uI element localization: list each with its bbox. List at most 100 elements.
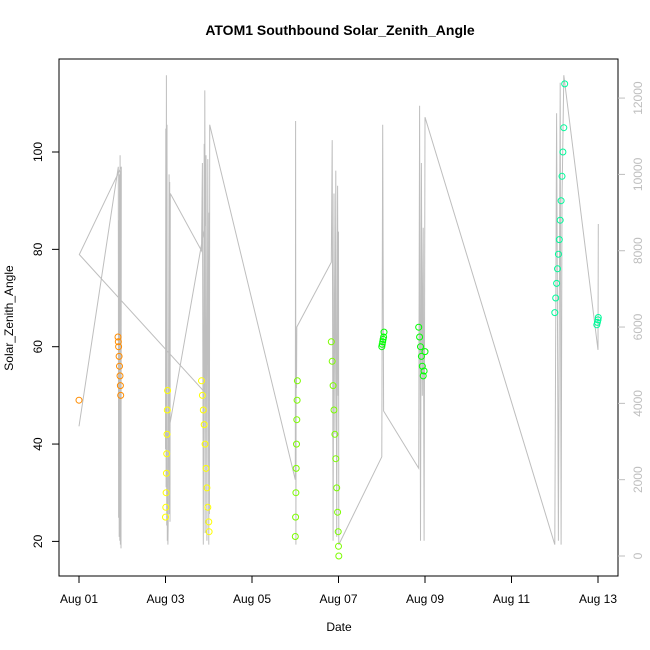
- data-point: [114, 333, 122, 341]
- x-tick-label: Aug 11: [493, 592, 530, 606]
- data-point: [378, 343, 386, 351]
- data-point: [116, 362, 123, 370]
- data-point: [162, 489, 170, 497]
- data-point: [556, 216, 564, 224]
- data-point: [163, 450, 171, 458]
- data-point: [327, 338, 335, 346]
- point-series-4: [378, 323, 429, 380]
- data-point: [291, 533, 299, 540]
- y2-tick-label: 10000: [631, 157, 645, 191]
- y-tick-label: 60: [31, 340, 45, 354]
- data-point: [198, 391, 206, 399]
- x-axis: Aug 01 Aug 03 Aug 05 Aug 07 Aug 09 Aug 11 Aug …: [60, 576, 617, 606]
- y2-tick-label: 4000: [631, 390, 645, 417]
- data-point: [554, 250, 562, 258]
- x-tick-label: Aug 13: [579, 592, 617, 606]
- y-tick-label: 20: [31, 534, 45, 548]
- data-point: [329, 382, 337, 390]
- data-point: [553, 279, 561, 287]
- data-point: [419, 372, 427, 380]
- data-point: [114, 338, 122, 346]
- point-series-1: [75, 333, 125, 404]
- data-point: [200, 421, 208, 429]
- data-point: [594, 314, 602, 321]
- data-point: [332, 455, 340, 463]
- y-tick-label: 80: [31, 242, 45, 256]
- data-point: [293, 416, 301, 424]
- data-point: [380, 333, 388, 341]
- data-point: [202, 464, 210, 472]
- data-point: [558, 172, 566, 180]
- points-layer: [75, 80, 602, 560]
- data-point: [201, 440, 209, 448]
- point-series-3: [291, 338, 343, 560]
- point-series-2: [162, 377, 213, 536]
- data-point: [116, 382, 124, 390]
- point-series-5: [551, 80, 602, 329]
- data-point: [594, 316, 602, 324]
- x-axis-title: Date: [326, 620, 352, 634]
- data-point: [418, 362, 426, 370]
- data-point: [203, 484, 211, 492]
- data-point: [335, 552, 343, 560]
- data-point: [331, 430, 339, 438]
- data-point: [420, 367, 428, 375]
- data-point: [328, 357, 336, 365]
- x-tick-label: Aug 01: [60, 592, 98, 606]
- data-point: [162, 513, 169, 521]
- data-point: [379, 338, 387, 346]
- data-point: [378, 340, 386, 348]
- x-tick-label: Aug 03: [146, 592, 184, 606]
- data-point: [415, 323, 423, 331]
- y2-tick-label: 8000: [631, 237, 645, 264]
- y-tick-label: 100: [31, 142, 45, 162]
- data-point: [162, 469, 170, 477]
- data-point: [557, 197, 565, 205]
- data-point: [293, 377, 301, 385]
- data-point: [293, 396, 301, 404]
- data-point: [199, 406, 207, 414]
- data-point: [163, 406, 171, 414]
- data-point: [417, 352, 425, 360]
- data-point: [292, 464, 300, 472]
- y-axis-title: Solar_Zenith_Angle: [2, 265, 16, 371]
- data-point: [117, 391, 125, 399]
- y2-tick-label: 0: [631, 552, 645, 559]
- y2-axis: 0 2000 4000 6000 8000 10000 12000: [618, 81, 645, 559]
- data-point: [115, 352, 123, 360]
- data-point: [334, 528, 342, 536]
- data-point: [330, 406, 338, 414]
- data-point: [204, 503, 212, 511]
- y-axis: 20 40 60 80 100: [31, 142, 59, 548]
- data-point: [293, 440, 300, 448]
- data-point: [416, 333, 424, 341]
- chart-title: ATOM1 Southbound Solar_Zenith_Angle: [205, 22, 475, 38]
- data-point: [559, 148, 567, 156]
- data-point: [560, 124, 568, 132]
- data-point: [333, 484, 341, 492]
- data-point: [116, 372, 124, 380]
- data-point: [552, 294, 560, 302]
- data-point: [334, 508, 342, 516]
- data-point: [75, 396, 83, 404]
- line-series: [78, 75, 599, 549]
- data-point: [561, 80, 569, 88]
- data-point: [205, 528, 213, 536]
- x-tick-label: Aug 09: [406, 592, 444, 606]
- data-point: [292, 489, 300, 497]
- y2-tick-label: 12000: [631, 81, 645, 115]
- y2-tick-label: 2000: [631, 466, 645, 493]
- data-point: [417, 343, 424, 351]
- x-tick-label: Aug 05: [233, 592, 271, 606]
- data-point: [115, 343, 123, 351]
- line-series-layer: [78, 75, 599, 549]
- data-point: [380, 328, 388, 336]
- x-tick-label: Aug 07: [319, 592, 357, 606]
- data-point: [162, 503, 170, 511]
- data-point: [292, 513, 300, 521]
- data-point: [163, 430, 171, 438]
- y2-tick-label: 6000: [631, 313, 645, 340]
- data-point: [198, 377, 205, 385]
- y-tick-label: 40: [31, 437, 45, 451]
